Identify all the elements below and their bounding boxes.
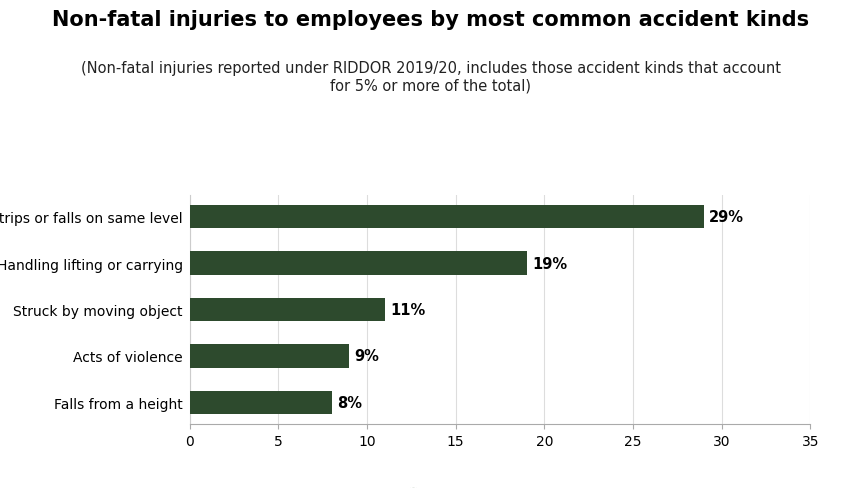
Text: 9%: 9% (354, 349, 379, 364)
Text: 29%: 29% (709, 210, 743, 224)
Text: (Non-fatal injuries reported under RIDDOR 2019/20, includes those accident kinds: (Non-fatal injuries reported under RIDDO… (81, 61, 780, 93)
Text: 8%: 8% (337, 395, 362, 410)
Bar (189, 298, 384, 322)
Bar (189, 252, 526, 275)
Bar (189, 345, 349, 368)
Bar (189, 205, 703, 229)
Text: 19%: 19% (531, 256, 567, 271)
Text: 11%: 11% (389, 303, 424, 317)
Legend: Percentage of injuries: Percentage of injuries (391, 483, 608, 488)
Text: Non-fatal injuries to employees by most common accident kinds: Non-fatal injuries to employees by most … (53, 10, 808, 30)
Bar (189, 391, 331, 414)
